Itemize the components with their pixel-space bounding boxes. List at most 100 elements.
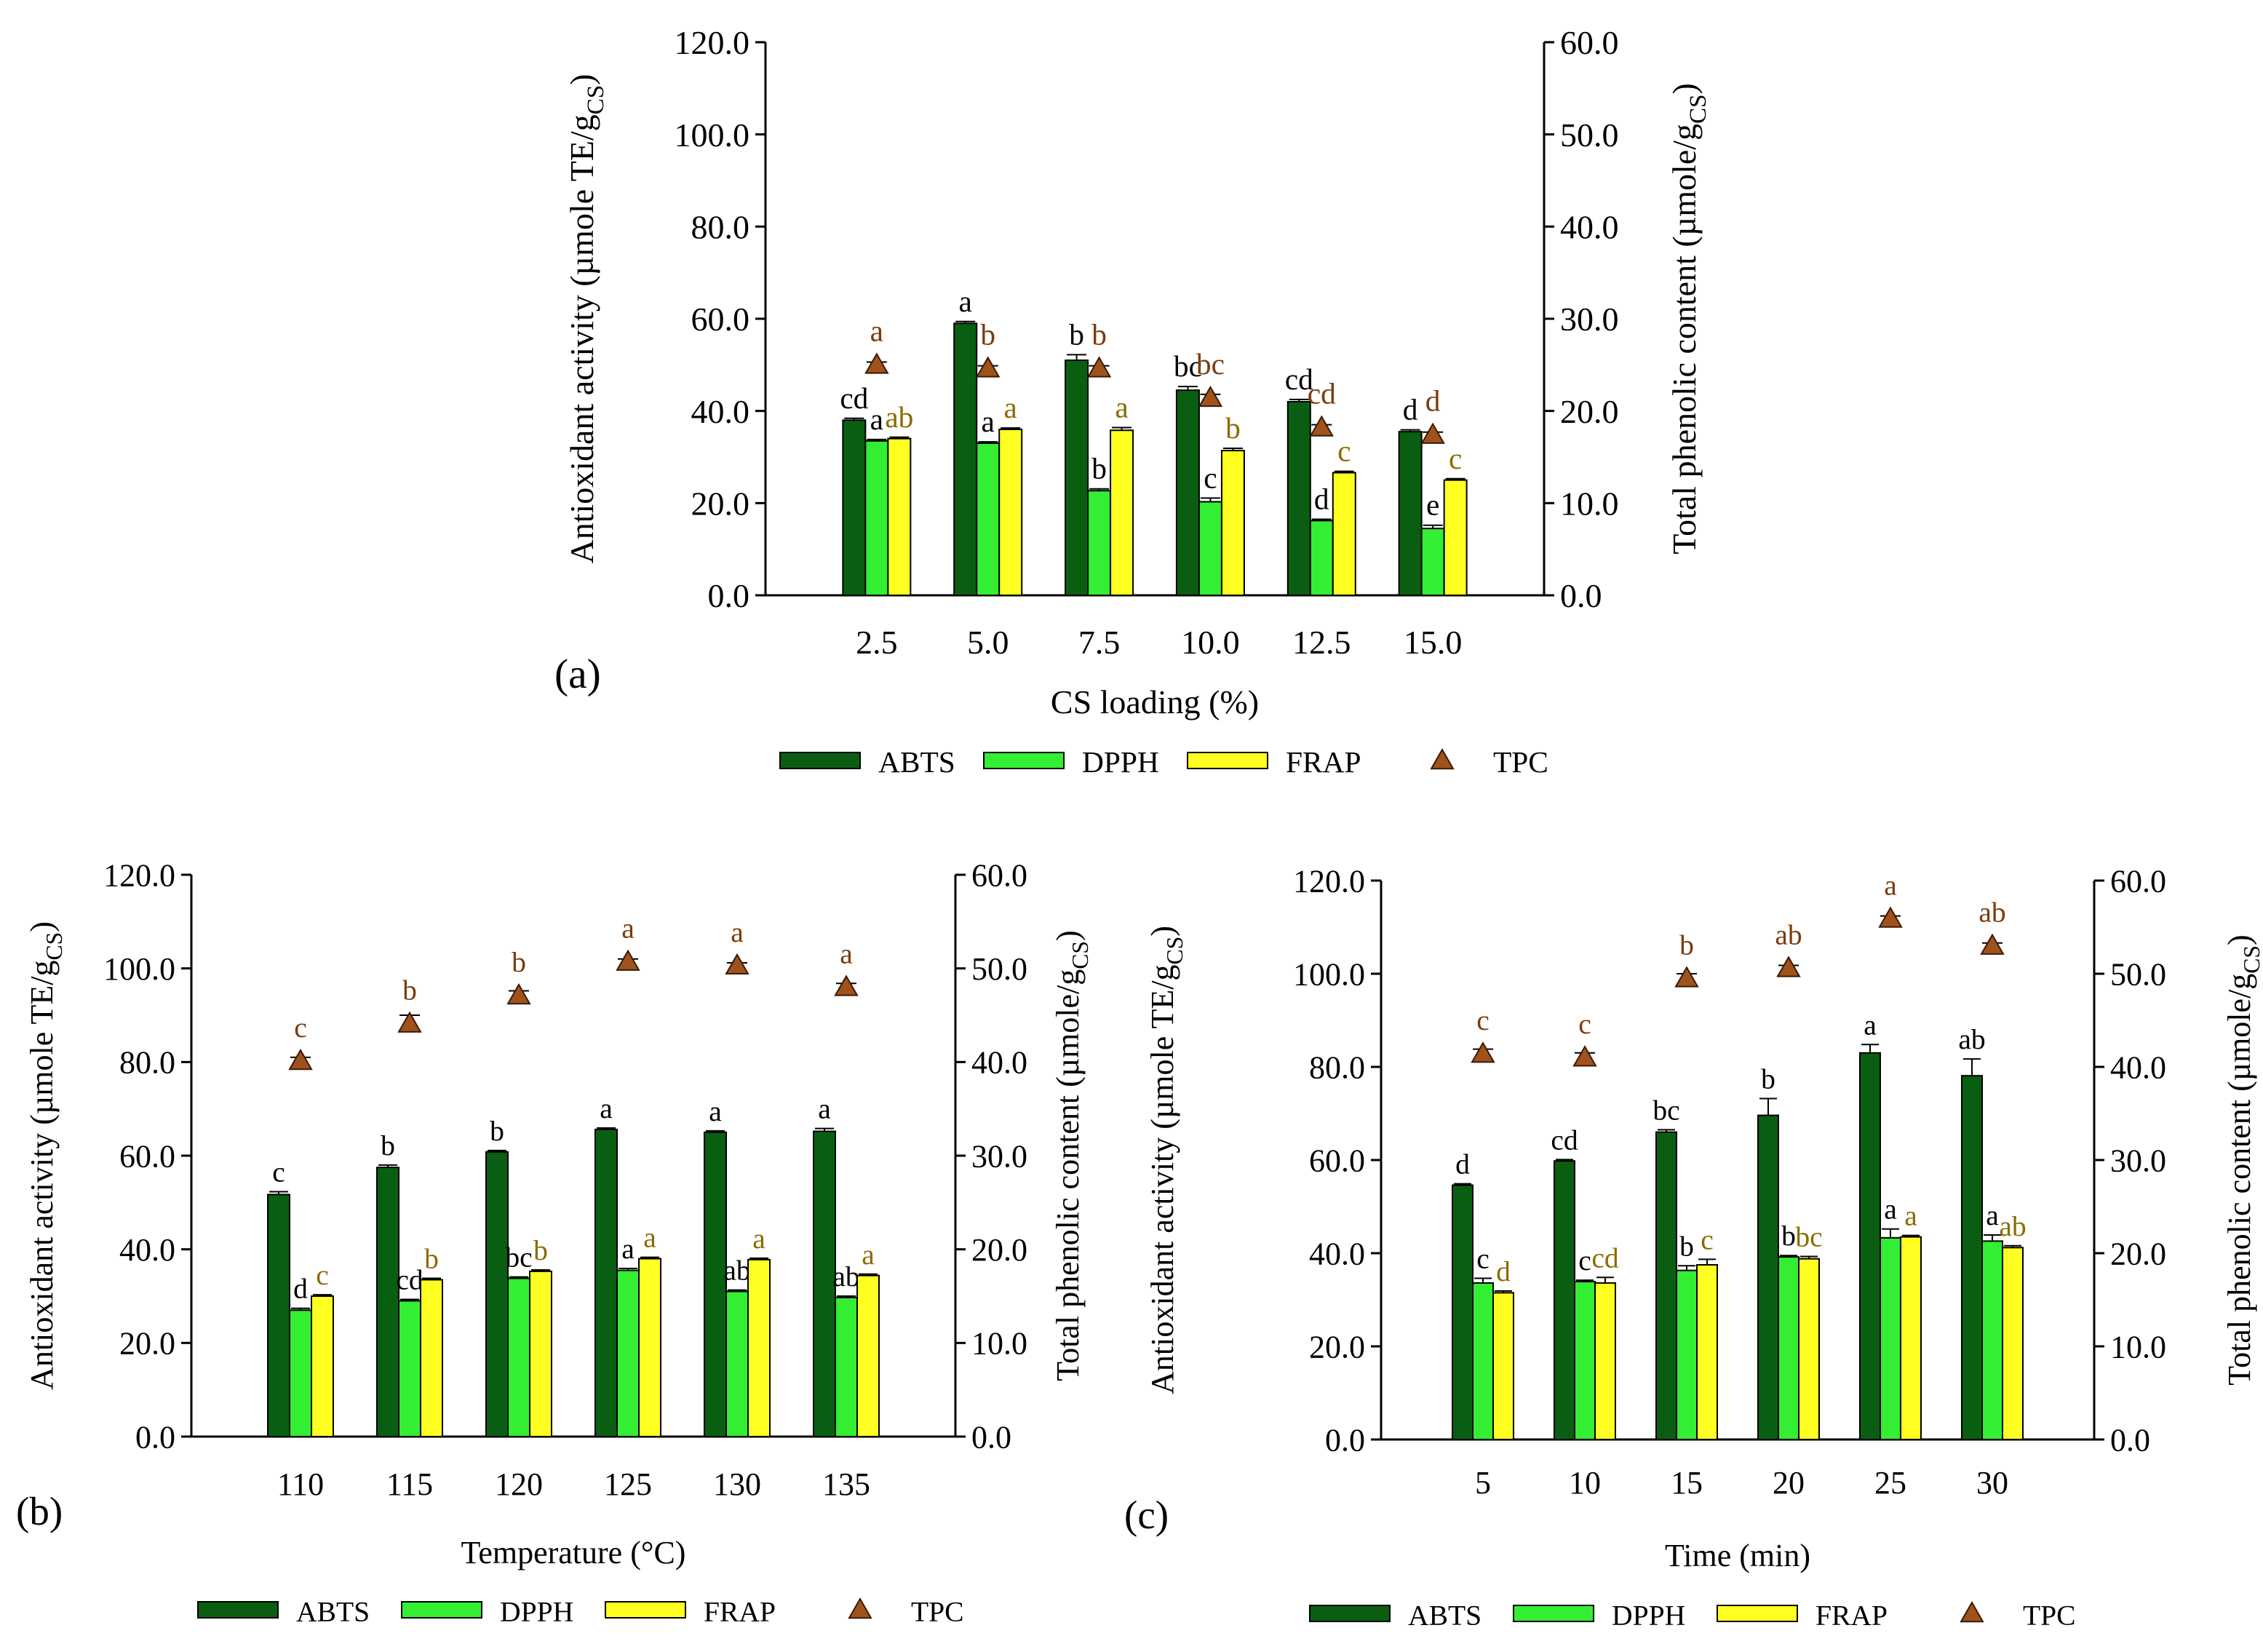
bar-abts: [1961, 1075, 1983, 1441]
letter-abts: b: [1069, 317, 1084, 351]
y-tick-label-left: 100.0: [1293, 956, 1365, 992]
letter-frap: c: [316, 1259, 329, 1291]
x-axis-label: Temperature (°C): [461, 1535, 686, 1570]
letter-dpph: d: [1314, 483, 1329, 516]
bar-dpph: [1880, 1236, 1901, 1440]
letter-frap: c: [1449, 442, 1462, 475]
tpc-marker: [1309, 415, 1335, 437]
x-tick-label: 125: [604, 1466, 652, 1502]
bar-frap: [311, 1295, 334, 1437]
bar-dpph: [1198, 501, 1222, 597]
tpc-marker: [864, 352, 889, 374]
bar-dpph: [725, 1290, 749, 1437]
x-tick-label: 110: [277, 1466, 324, 1502]
bar-abts: [1655, 1131, 1677, 1440]
legend-label-tpc: TPC: [2023, 1599, 2076, 1631]
bar-frap: [2002, 1247, 2024, 1440]
letter-tpc: cd: [1308, 376, 1336, 410]
x-tick-label: 25: [1874, 1465, 1906, 1501]
y-tick-label-left: 100.0: [103, 951, 175, 987]
letter-dpph: b: [1781, 1220, 1796, 1252]
letter-frap: cd: [1591, 1242, 1619, 1274]
y-tick-label-right: 40.0: [1560, 208, 1619, 245]
tpc-marker: [1776, 956, 1801, 977]
letter-frap: bc: [1795, 1220, 1822, 1252]
letter-tpc: b: [402, 974, 417, 1006]
legend-label-tpc: TPC: [1493, 745, 1548, 779]
legend-swatch-frap: [605, 1601, 686, 1619]
bar-frap: [1220, 450, 1245, 597]
letter-frap: a: [1904, 1200, 1917, 1232]
y-tick-label-right: 20.0: [971, 1232, 1027, 1268]
bar-abts: [1065, 360, 1089, 596]
letter-dpph: c: [1476, 1243, 1490, 1275]
legend-label-dpph: DPPH: [1612, 1599, 1685, 1631]
letter-frap: c: [1337, 434, 1351, 468]
y-tick-label-right: 0.0: [1560, 577, 1602, 614]
bar-frap: [1594, 1282, 1616, 1440]
y-tick-label-left: 80.0: [691, 208, 750, 245]
y-tick-label-left: 120.0: [1293, 863, 1365, 899]
tpc-marker: [725, 953, 749, 975]
y-tick-label-left: 40.0: [691, 393, 750, 430]
y-tick-label-right: 60.0: [1560, 24, 1619, 61]
bar-dpph: [1676, 1269, 1698, 1441]
y-tick-label-right: 60.0: [971, 857, 1027, 893]
legend-label-dpph: DPPH: [1082, 745, 1159, 779]
legend: ABTS DPPH FRAP TPC: [1309, 1599, 2076, 1631]
letter-dpph: d: [293, 1273, 308, 1305]
letter-dpph: c: [1578, 1244, 1591, 1276]
letter-frap: a: [1115, 390, 1128, 424]
bar-dpph: [507, 1277, 530, 1438]
legend-swatch-frap: [1187, 752, 1268, 769]
letter-abts: a: [600, 1092, 613, 1124]
legend-swatch-dpph: [1513, 1605, 1594, 1622]
bar-abts: [1286, 401, 1311, 596]
bar-abts: [1554, 1160, 1575, 1441]
letter-frap: a: [1004, 391, 1017, 424]
panel-label: (a): [554, 651, 601, 697]
legend-label-tpc: TPC: [911, 1595, 964, 1627]
legend-swatch-abts: [1309, 1605, 1391, 1622]
bar-frap: [1443, 479, 1468, 597]
x-tick-label: 2.5: [856, 624, 898, 661]
legend-label-frap: FRAP: [1286, 745, 1361, 779]
y-tick-label-right: 0.0: [2110, 1422, 2150, 1458]
letter-tpc: a: [840, 937, 853, 969]
y-axis-label-left: Antioxidant activity (µmole TE/gCS): [24, 921, 67, 1390]
bar-frap: [998, 429, 1023, 596]
tpc-marker: [616, 949, 640, 971]
letter-abts: bc: [1174, 349, 1202, 383]
x-tick-label: 5.0: [967, 624, 1009, 661]
letter-dpph: c: [1204, 461, 1217, 494]
letter-tpc: c: [1578, 1008, 1591, 1040]
letter-dpph: cd: [396, 1264, 423, 1296]
letter-dpph: b: [1091, 452, 1107, 485]
y-axis-label-right: Total phenolic content (µmole/gCS): [1666, 83, 1711, 555]
y-tick-label-left: 100.0: [675, 116, 750, 154]
bar-abts: [267, 1194, 290, 1437]
tpc-marker: [1878, 906, 1903, 928]
legend: ABTS DPPH FRAP TPC: [779, 745, 1548, 779]
x-tick-label: 7.5: [1078, 624, 1121, 661]
legend-label-abts: ABTS: [296, 1595, 370, 1627]
letter-tpc: a: [731, 916, 744, 948]
y-tick-label-right: 40.0: [2110, 1049, 2166, 1085]
letter-frap: c: [1701, 1223, 1714, 1255]
bar-dpph: [1778, 1256, 1799, 1440]
bar-abts: [594, 1128, 618, 1438]
y-tick-label-right: 60.0: [2110, 863, 2166, 899]
letter-abts: d: [1403, 393, 1418, 426]
y-tick-label-right: 30.0: [1560, 301, 1619, 338]
bar-abts: [704, 1131, 727, 1438]
bar-frap: [1110, 429, 1134, 596]
legend-label-frap: FRAP: [1815, 1599, 1888, 1631]
bar-frap: [638, 1258, 661, 1437]
legend-swatch-dpph: [401, 1601, 482, 1619]
letter-abts: d: [1455, 1148, 1470, 1180]
bar-frap: [1332, 472, 1356, 596]
tpc-marker: [506, 982, 531, 1005]
bar-frap: [1696, 1264, 1718, 1440]
y-tick-label-right: 50.0: [1560, 116, 1619, 154]
x-tick-label: 115: [386, 1466, 433, 1502]
